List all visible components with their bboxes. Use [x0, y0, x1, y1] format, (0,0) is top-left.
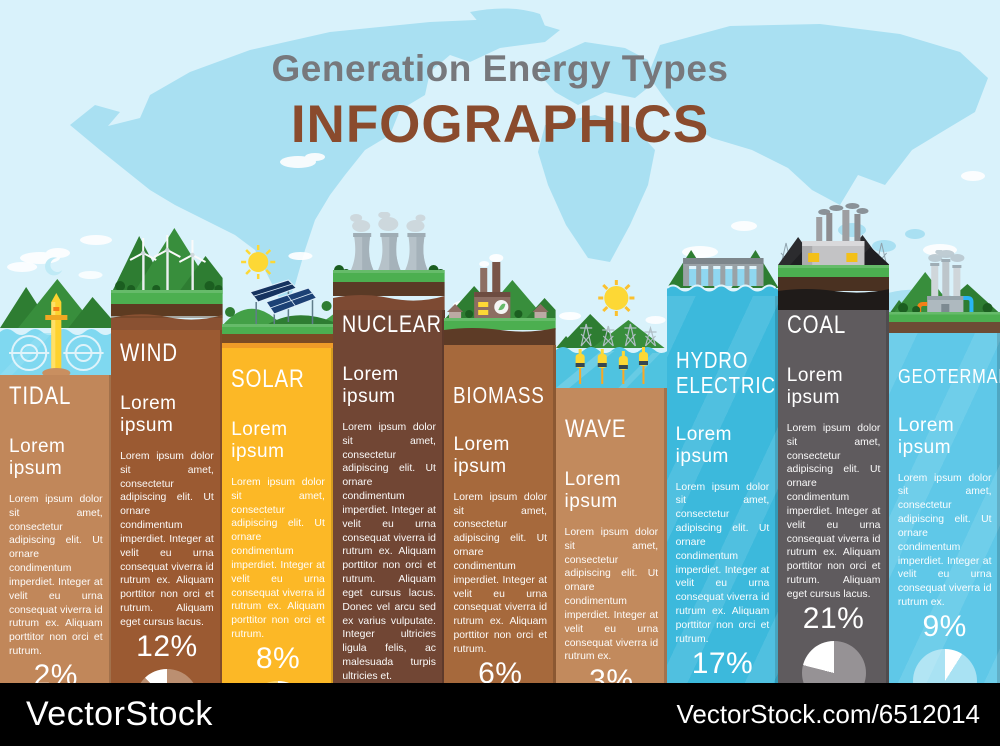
page-title: INFOGRAPHICS: [290, 95, 710, 154]
wind-turbines-icon: [111, 222, 223, 330]
header: Generation Energy Types INFOGRAPHICS: [0, 48, 1000, 155]
column-body-nuclear: NUCLEAR Lorem ipsum Lorem ipsum dolor si…: [333, 310, 445, 746]
column-text-wind: Lorem ipsum dolor sit amet, consectetur …: [120, 451, 214, 628]
column-title-nuclear: NUCLEAR: [342, 311, 443, 338]
geothermal-plant-icon: [888, 250, 1000, 333]
column-tidal: TIDAL Lorem ipsum Lorem ipsum dolor sit …: [0, 255, 112, 746]
column-body-hydro: HYDRO ELECTRIC Lorem ipsum Lorem ipsum d…: [666, 296, 779, 746]
column-title-tidal: TIDAL: [9, 382, 72, 410]
column-text-tidal: Lorem ipsum dolor sit amet, consectetur …: [9, 494, 103, 658]
column-title-geotermal: GEOTERMAL: [897, 366, 1000, 388]
column-text-solar: Lorem ipsum dolor sit amet, consectetur …: [231, 477, 325, 641]
wave-buoys-icon: [555, 268, 668, 388]
column-text-geotermal: Lorem ipsum dolor sit amet, consectetur …: [897, 472, 992, 609]
column-text-hydro: Lorem ipsum dolor sit amet, consectetur …: [675, 481, 770, 645]
percent-label-solar: 8%: [255, 641, 301, 675]
column-subtitle-solar: Lorem ipsum: [231, 419, 288, 462]
coal-plant-icon: [777, 203, 890, 310]
header-subtitle: Generation Energy Types: [271, 48, 729, 89]
percent-label-coal: 21%: [802, 601, 865, 635]
column-body-wind: WIND Lorem ipsum Lorem ipsum dolor sit a…: [111, 330, 223, 746]
column-body-biomass: BIOMASS Lorem ipsum Lorem ipsum dolor si…: [444, 345, 557, 746]
column-text-biomass: Lorem ipsum dolor sit amet, consectetur …: [453, 491, 548, 655]
column-subtitle-hydro: Lorem ipsum: [675, 423, 733, 467]
column-hydro: HYDRO ELECTRIC Lorem ipsum Lorem ipsum d…: [666, 238, 779, 746]
column-title-coal: COAL: [786, 311, 846, 339]
column-subtitle-wave: Lorem ipsum: [564, 469, 621, 512]
tidal-turbine-icon: [0, 255, 112, 375]
column-solar: SOLAR Lorem ipsum Lorem ipsum dolor sit …: [222, 240, 334, 746]
column-wave: WAVE Lorem ipsum Lorem ipsum dolor sit a…: [555, 268, 668, 746]
percent-label-geotermal: 9%: [922, 609, 967, 643]
column-geotermal: GEOTERMAL Lorem ipsum Lorem ipsum dolor …: [888, 250, 1000, 739]
vectorstock-reference: VectorStock.com/6512014: [676, 699, 980, 729]
column-nuclear: NUCLEAR Lorem ipsum Lorem ipsum dolor si…: [333, 212, 445, 746]
solar-panels-icon: [222, 240, 334, 348]
column-subtitle-tidal: Lorem ipsum: [9, 436, 66, 479]
column-text-nuclear: Lorem ipsum dolor sit amet, consectetur …: [342, 421, 436, 682]
column-title-hydro: HYDRO ELECTRIC: [675, 347, 776, 398]
column-subtitle-geotermal: Lorem ipsum: [897, 414, 955, 458]
column-coal: COAL Lorem ipsum Lorem ipsum dolor sit a…: [777, 203, 890, 731]
vectorstock-logo: VectorStock: [26, 695, 213, 733]
hydro-dam-icon: [666, 238, 779, 296]
column-subtitle-biomass: Lorem ipsum: [453, 433, 510, 477]
column-text-coal: Lorem ipsum dolor sit amet, consectetur …: [786, 423, 881, 600]
percent-label-hydro: 17%: [691, 646, 754, 680]
column-subtitle-wind: Lorem ipsum: [120, 393, 177, 436]
column-wind: WIND Lorem ipsum Lorem ipsum dolor sit a…: [111, 222, 223, 746]
percent-label-wind: 12%: [136, 629, 198, 663]
column-biomass: BIOMASS Lorem ipsum Lorem ipsum dolor si…: [444, 250, 557, 746]
biomass-plant-icon: [444, 250, 557, 345]
column-title-solar: SOLAR: [231, 365, 305, 393]
column-title-wind: WIND: [120, 339, 179, 367]
column-title-wave: WAVE: [564, 415, 626, 443]
column-title-biomass: BIOMASS: [453, 382, 546, 408]
column-body-coal: COAL Lorem ipsum Lorem ipsum dolor sit a…: [777, 310, 890, 731]
watermark-bar: VectorStock VectorStock.com/6512014: [0, 683, 1000, 746]
nuclear-cooling-towers-icon: [333, 212, 445, 310]
column-subtitle-coal: Lorem ipsum: [786, 365, 844, 408]
column-body-geotermal: GEOTERMAL Lorem ipsum Lorem ipsum dolor …: [888, 333, 1000, 739]
column-text-wave: Lorem ipsum dolor sit amet, consectetur …: [564, 527, 659, 663]
column-subtitle-nuclear: Lorem ipsum: [342, 363, 399, 407]
